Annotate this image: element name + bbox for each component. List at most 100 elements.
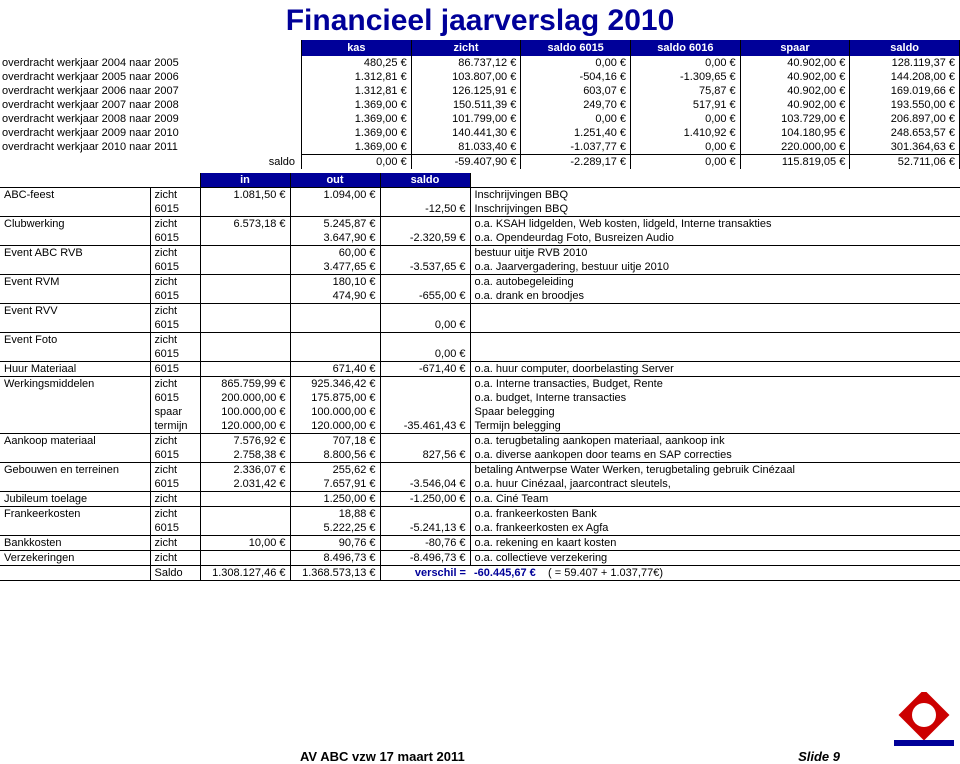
upper-cell: 206.897,00 €	[850, 112, 960, 126]
lower-saldo: 827,56 €	[380, 448, 470, 463]
lower-desc: o.a. huur computer, doorbelasting Server	[470, 362, 960, 377]
lower-in	[200, 333, 290, 348]
lower-desc: Termijn belegging	[470, 419, 960, 434]
lower-in: 6.573,18 €	[200, 217, 290, 232]
upper-cell: 104.180,95 €	[740, 126, 850, 140]
lower-account: 6015	[150, 260, 200, 275]
lower-blank-2	[150, 173, 200, 188]
upper-header-blank	[0, 40, 302, 56]
lower-saldo: 0,00 €	[380, 318, 470, 333]
lower-account: 6015	[150, 202, 200, 217]
lower-account: zicht	[150, 507, 200, 522]
lower-desc: o.a. Jaarvergadering, bestuur uitje 2010	[470, 260, 960, 275]
lower-account: zicht	[150, 304, 200, 319]
lower-desc: o.a. rekening en kaart kosten	[470, 536, 960, 551]
lower-in	[200, 246, 290, 261]
total-label: Saldo	[150, 566, 200, 581]
lower-saldo	[380, 405, 470, 419]
lower-account: 6015	[150, 477, 200, 492]
lower-header: out	[290, 173, 380, 188]
upper-cell: 103.729,00 €	[740, 112, 850, 126]
upper-row-label: overdracht werkjaar 2009 naar 2010	[0, 126, 302, 140]
lower-header: in	[200, 173, 290, 188]
upper-saldo-cell: 0,00 €	[302, 155, 412, 170]
upper-cell: 1.369,00 €	[302, 140, 412, 155]
upper-cell: 1.251,40 €	[521, 126, 631, 140]
lower-account: 6015	[150, 362, 200, 377]
lower-out: 8.496,73 €	[290, 551, 380, 566]
lower-in	[200, 318, 290, 333]
lower-desc: o.a. diverse aankopen door teams en SAP …	[470, 448, 960, 463]
lower-desc: Inschrijvingen BBQ	[470, 202, 960, 217]
lower-account: 6015	[150, 521, 200, 536]
lower-desc	[470, 304, 960, 319]
upper-cell: 0,00 €	[631, 112, 741, 126]
lower-out: 175.875,00 €	[290, 391, 380, 405]
upper-cell: 128.119,37 €	[850, 56, 960, 70]
lower-category	[0, 521, 150, 536]
lower-saldo	[380, 217, 470, 232]
upper-saldo-cell: -59.407,90 €	[411, 155, 521, 170]
lower-saldo: -3.546,04 €	[380, 477, 470, 492]
upper-cell: 75,87 €	[631, 84, 741, 98]
lower-account: 6015	[150, 391, 200, 405]
lower-in: 200.000,00 €	[200, 391, 290, 405]
upper-header: saldo 6016	[631, 40, 741, 56]
lower-out	[290, 202, 380, 217]
lower-category: Event RVM	[0, 275, 150, 290]
lower-desc	[470, 318, 960, 333]
lower-saldo: -8.496,73 €	[380, 551, 470, 566]
lower-desc: o.a. huur Cinézaal, jaarcontract sleutel…	[470, 477, 960, 492]
lower-saldo: 0,00 €	[380, 347, 470, 362]
lower-account: spaar	[150, 405, 200, 419]
upper-cell: -504,16 €	[521, 70, 631, 84]
lower-blank-1	[0, 173, 150, 188]
lower-category	[0, 231, 150, 246]
lower-category	[0, 405, 150, 419]
lower-saldo: -671,40 €	[380, 362, 470, 377]
lower-category: Event ABC RVB	[0, 246, 150, 261]
lower-out: 1.250,00 €	[290, 492, 380, 507]
total-out: 1.368.573,13 €	[290, 566, 380, 581]
lower-out	[290, 318, 380, 333]
lower-saldo: -3.537,65 €	[380, 260, 470, 275]
lower-category: Frankeerkosten	[0, 507, 150, 522]
lower-saldo: -35.461,43 €	[380, 419, 470, 434]
lower-desc: o.a. Opendeurdag Foto, Busreizen Audio	[470, 231, 960, 246]
upper-cell: 86.737,12 €	[411, 56, 521, 70]
upper-header: saldo 6015	[521, 40, 631, 56]
lower-out: 180,10 €	[290, 275, 380, 290]
lower-account: termijn	[150, 419, 200, 434]
lower-saldo: -655,00 €	[380, 289, 470, 304]
lower-account: zicht	[150, 188, 200, 203]
lower-table: inoutsaldo ABC-feestzicht1.081,50 €1.094…	[0, 173, 960, 581]
lower-desc: betaling Antwerpse Water Werken, terugbe…	[470, 463, 960, 478]
lower-category: Verzekeringen	[0, 551, 150, 566]
lower-saldo	[380, 304, 470, 319]
lower-saldo	[380, 246, 470, 261]
lower-saldo: -2.320,59 €	[380, 231, 470, 246]
lower-in	[200, 551, 290, 566]
lower-in	[200, 289, 290, 304]
upper-cell: 220.000,00 €	[740, 140, 850, 155]
lower-account: zicht	[150, 377, 200, 392]
lower-desc: o.a. Interne transacties, Budget, Rente	[470, 377, 960, 392]
lower-category	[0, 260, 150, 275]
lower-saldo	[380, 333, 470, 348]
upper-row-label: overdracht werkjaar 2007 naar 2008	[0, 98, 302, 112]
lower-saldo: -1.250,00 €	[380, 492, 470, 507]
lower-out: 707,18 €	[290, 434, 380, 449]
upper-cell: 603,07 €	[521, 84, 631, 98]
lower-category	[0, 391, 150, 405]
lower-category	[0, 477, 150, 492]
lower-in	[200, 231, 290, 246]
upper-cell: 248.653,57 €	[850, 126, 960, 140]
footer-right: Slide 9	[798, 749, 840, 764]
lower-saldo	[380, 434, 470, 449]
lower-desc: o.a. frankeerkosten ex Agfa	[470, 521, 960, 536]
lower-saldo	[380, 507, 470, 522]
lower-saldo	[380, 391, 470, 405]
lower-desc: Spaar belegging	[470, 405, 960, 419]
lower-header: saldo	[380, 173, 470, 188]
lower-out: 474,90 €	[290, 289, 380, 304]
